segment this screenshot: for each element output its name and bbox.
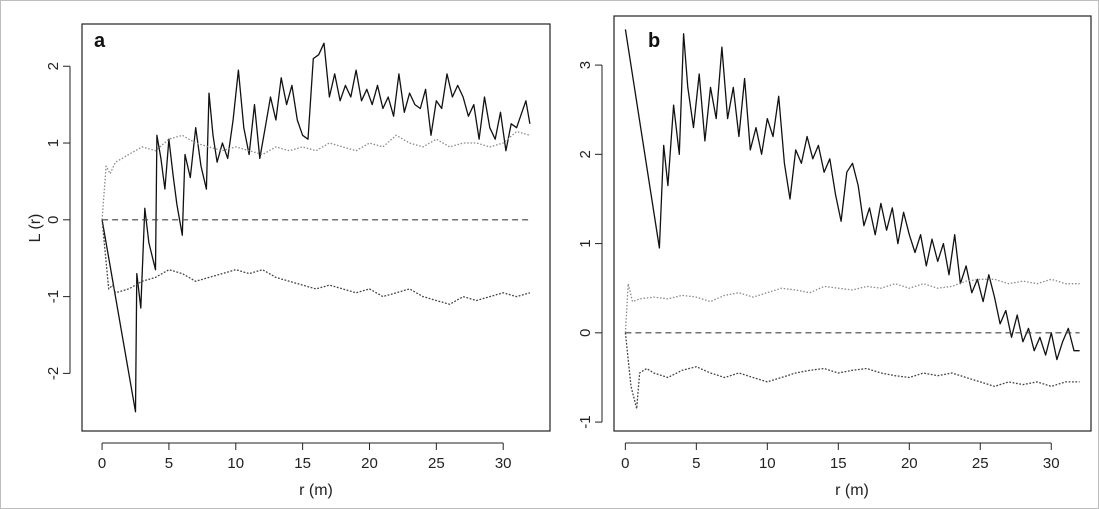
series-line-lower-envelope — [624, 332, 1080, 410]
y-tick-label: 1 — [577, 239, 594, 247]
panel-b-x-axis-label: r (m) — [835, 482, 869, 499]
x-tick-label: 10 — [227, 455, 244, 472]
series-line-upper-envelope — [624, 278, 1080, 333]
panel-a-y-ticks: -2 -1 0 1 2 — [45, 62, 71, 380]
x-tick-label: 30 — [495, 455, 512, 472]
panel-a-x-ticks: 0 5 10 15 20 25 30 — [98, 442, 512, 472]
x-tick-label: 0 — [621, 455, 629, 472]
panel-a: a r (m) L (r) 0 5 10 15 20 25 30 -2 -1 0 1 2 — [27, 23, 551, 499]
series-line-observed — [101, 42, 531, 413]
y-tick-label: 2 — [577, 150, 594, 158]
x-tick-label: 25 — [972, 455, 989, 472]
panel-b-y-ticks: -1 0 1 2 3 — [577, 61, 603, 429]
y-tick-label: -2 — [45, 367, 62, 380]
x-tick-label: 20 — [361, 455, 378, 472]
x-tick-label: 10 — [759, 455, 776, 472]
y-tick-label: -1 — [45, 290, 62, 303]
x-tick-label: 0 — [98, 455, 106, 472]
x-tick-label: 5 — [692, 455, 700, 472]
y-tick-label: -1 — [577, 415, 594, 428]
panel-a-y-axis-label: L (r) — [27, 214, 44, 243]
series-line-observed — [624, 29, 1080, 361]
x-tick-label: 15 — [294, 455, 311, 472]
panel-a-x-axis-label: r (m) — [299, 482, 333, 499]
panel-b: b r (m) 0 5 10 15 20 25 30 -1 0 1 2 3 — [577, 15, 1092, 499]
panel-b-plot-box — [613, 15, 1092, 432]
x-tick-label: 25 — [428, 455, 445, 472]
y-tick-label: 0 — [45, 216, 62, 224]
panel-a-series — [101, 42, 531, 413]
x-tick-label: 20 — [901, 455, 918, 472]
y-tick-label: 3 — [577, 61, 594, 69]
panel-b-letter: b — [648, 30, 660, 52]
panel-a-letter: a — [94, 30, 106, 52]
panel-b-series — [624, 29, 1080, 410]
y-tick-label: 2 — [45, 62, 62, 70]
panel-a-plot-box — [81, 23, 551, 432]
x-tick-label: 30 — [1043, 455, 1060, 472]
y-tick-label: 0 — [577, 329, 594, 337]
x-tick-label: 5 — [165, 455, 173, 472]
y-tick-label: 1 — [45, 139, 62, 147]
panel-b-x-ticks: 0 5 10 15 20 25 30 — [621, 442, 1060, 472]
x-tick-label: 15 — [830, 455, 847, 472]
